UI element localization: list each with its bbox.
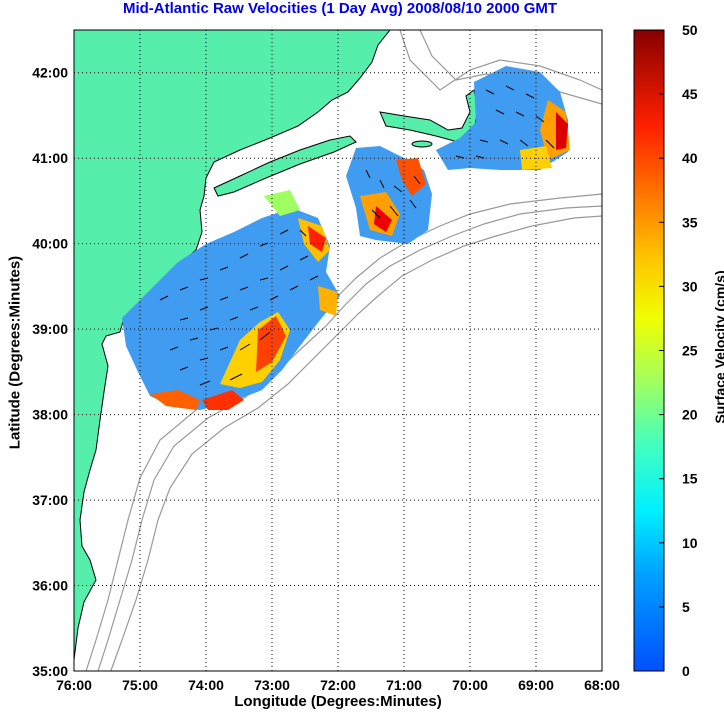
graticule	[74, 30, 602, 671]
map-title: Mid-Atlantic Raw Velocities (1 Day Avg) …	[122, 0, 558, 17]
colorbar-tick-label: 40	[682, 150, 698, 166]
high-velocity-patches	[150, 100, 570, 410]
y-tick-label: 39:00	[32, 321, 68, 337]
x-tick-labels: 76:00 75:00 74:00 73:00 72:00 71:00 70:00 69:00…	[56, 677, 620, 693]
colorbar-tick-labels: 0 5 10 15 20 25 30 35 40 45 50	[659, 22, 698, 679]
y-tick-label: 41:00	[32, 150, 68, 166]
marthas-vineyard	[411, 140, 433, 148]
colorbar-tick-label: 10	[682, 535, 698, 551]
plot-frame	[73, 29, 603, 672]
y-tick-label: 35:00	[32, 663, 68, 679]
x-tick-label: 71:00	[386, 677, 422, 693]
colorbar-tick-label: 20	[682, 407, 698, 423]
y-tick-label: 42:00	[32, 65, 68, 81]
velocity-field-south	[122, 208, 340, 410]
x-tick-label: 69:00	[518, 677, 554, 693]
x-tick-label: 68:00	[584, 677, 620, 693]
y-tick-label: 40:00	[32, 236, 68, 252]
velocity-field-east	[436, 66, 568, 170]
velocity-vectors	[159, 85, 555, 386]
colorbar-tick-label: 0	[682, 663, 690, 679]
long-island	[213, 135, 357, 197]
y-tick-labels: 35:00 36:00 37:00 38:00 39:00 40:00 41:00 42:00	[32, 65, 68, 679]
y-axis-label: Latitude (Degrees:Minutes)	[6, 255, 24, 450]
cape-cod	[379, 89, 479, 143]
x-tick-label: 74:00	[188, 677, 224, 693]
x-tick-label: 75:00	[122, 677, 158, 693]
x-axis-label: Longitude (Degrees:Minutes)	[234, 693, 442, 710]
x-tick-label: 73:00	[254, 677, 290, 693]
colorbar-tick-label: 5	[682, 599, 690, 615]
x-tick-label: 76:00	[56, 677, 92, 693]
colorbar-tick-label: 25	[682, 343, 698, 359]
x-tick-label: 70:00	[452, 677, 488, 693]
colorbar-tick-label: 45	[682, 86, 698, 102]
x-tick-label: 72:00	[320, 677, 356, 693]
colorbar-label: Surface Velocity (cm/s)	[712, 270, 724, 424]
y-tick-label: 37:00	[32, 492, 68, 508]
y-tick-label: 38:00	[32, 407, 68, 423]
colorbar-tick-label: 50	[682, 22, 698, 38]
colorbar-tick-label: 30	[682, 278, 698, 294]
colorbar-tick-label: 15	[682, 471, 698, 487]
colorbar-tick-label: 35	[682, 214, 698, 230]
y-tick-label: 36:00	[32, 578, 68, 594]
